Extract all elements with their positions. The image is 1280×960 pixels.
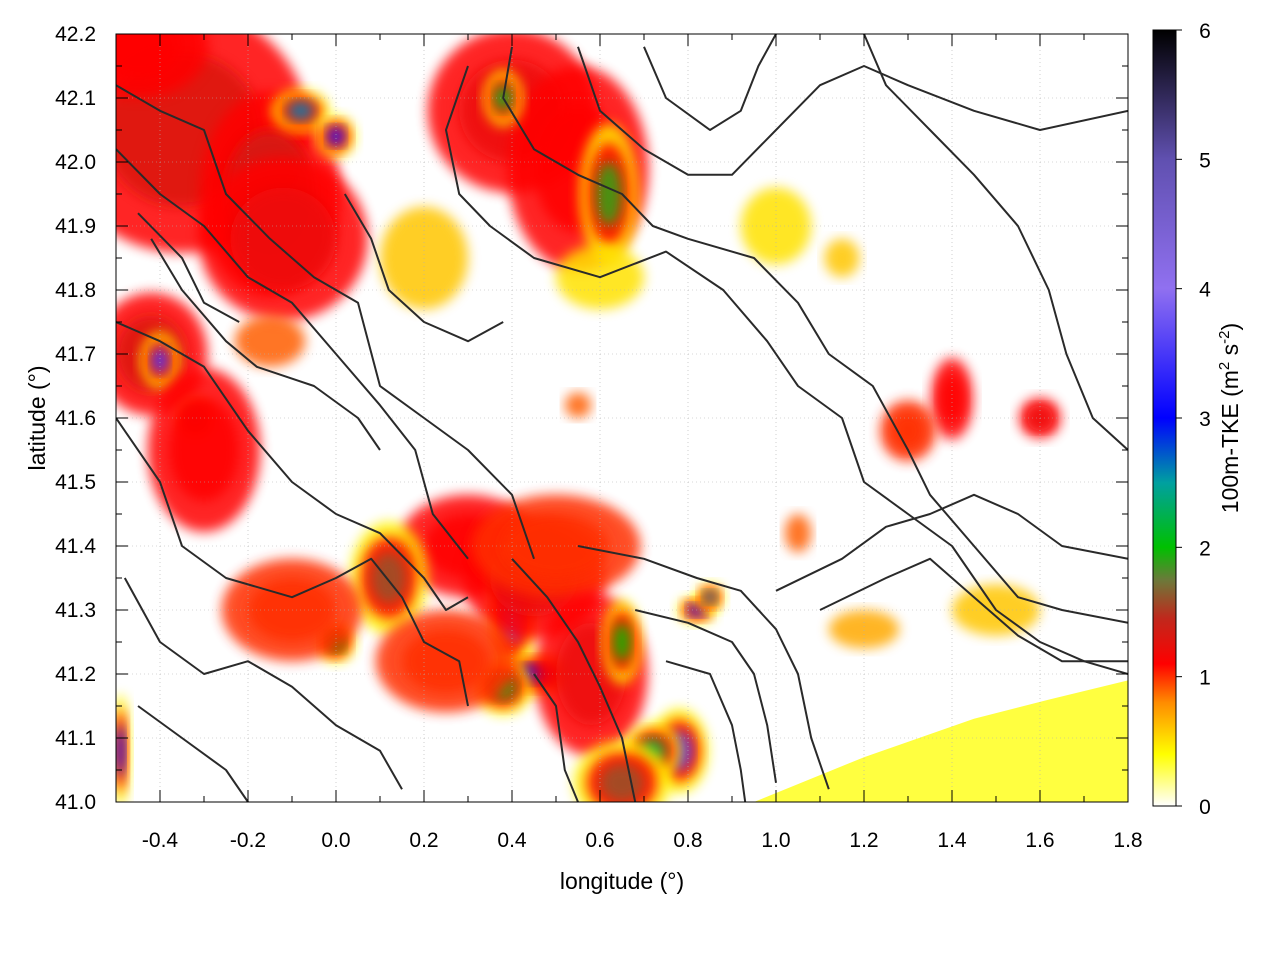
contour-line: [511, 558, 637, 802]
tke-hotspot: [116, 725, 125, 777]
x-tick-label: -0.4: [142, 829, 179, 852]
contour-line: [577, 545, 830, 790]
colorbar-ticks: 0 1 2 3 4 5 6: [1176, 20, 1211, 819]
colorbar-tick-label: 4: [1199, 279, 1211, 302]
y-tick-label: 41.9: [55, 215, 96, 238]
tke-hotspot: [327, 126, 345, 146]
y-tick-label: 41.3: [55, 599, 96, 622]
y-tick-label: 42.1: [55, 87, 96, 110]
tke-hotspot: [230, 187, 336, 290]
contour-line: [116, 84, 535, 560]
contour-line: [863, 34, 1128, 451]
x-tick-label: 0.8: [673, 829, 702, 852]
tke-hotspot: [234, 315, 306, 367]
x-tick-label: 1.4: [937, 829, 967, 852]
x-tick-label: 1.6: [1025, 829, 1054, 852]
colorbar-title-sup2: -2: [1216, 330, 1233, 343]
x-tick-label: 1.8: [1113, 829, 1142, 852]
contour-line: [150, 238, 381, 451]
colorbar-tick-label: 3: [1199, 408, 1211, 431]
tke-hotspot: [287, 101, 314, 121]
y-tick-label: 42.0: [55, 151, 96, 174]
contour-line: [775, 493, 1128, 592]
colorbar-tick-label: 5: [1199, 149, 1211, 172]
contour-line: [634, 609, 777, 783]
tke-hotspot: [828, 610, 900, 649]
y-tick-label: 41.5: [55, 471, 96, 494]
axis-ticks: [115, 33, 1129, 803]
x-tick-label: 0.0: [321, 829, 350, 852]
tke-hotspot: [613, 622, 631, 662]
terrain-contours: [116, 34, 1128, 802]
colorbar-tick-label: 0: [1199, 796, 1211, 819]
contour-line: [137, 705, 249, 802]
y-tick-label: 41.8: [55, 279, 96, 302]
x-tick-label: 1.2: [849, 829, 878, 852]
y-axis-tick-labels: 41.0 41.1 41.2 41.3 41.4 41.5 41.6 41.7 41.8 41.9…: [55, 23, 96, 814]
tke-hotspot: [595, 162, 622, 226]
contour-line: [502, 46, 1128, 624]
tke-hotspot: [151, 347, 169, 374]
tke-hotspot: [402, 629, 490, 694]
contour-line: [577, 46, 1128, 176]
y-tick-label: 41.7: [55, 343, 96, 366]
tke-hotspot: [784, 514, 812, 553]
contour-line: [116, 148, 469, 560]
y-axis-title: latitude (°): [24, 365, 50, 470]
tke-field: [116, 34, 1128, 802]
tke-hotspot: [116, 34, 182, 79]
contour-line: [533, 673, 579, 802]
contour-line: [665, 660, 747, 802]
y-tick-label: 42.2: [55, 23, 96, 46]
contour-line: [116, 417, 469, 707]
coastal-band: [754, 680, 1128, 802]
colorbar-title-sup1: 2: [1216, 362, 1233, 370]
colorbar-tick-label: 2: [1199, 537, 1211, 560]
x-tick-label: 1.0: [761, 829, 790, 852]
tke-hotspot: [564, 392, 592, 419]
contour-line: [819, 557, 1128, 663]
colorbar: [1152, 29, 1177, 807]
colorbar-title: 100m-TKE (m2 s-2): [1216, 323, 1243, 513]
contour-line: [137, 212, 240, 323]
tke-hotspot: [824, 238, 860, 278]
tke-hotspot: [703, 590, 717, 604]
x-tick-label: 0.4: [497, 829, 527, 852]
contour-line: [643, 34, 777, 131]
tke-hotspot: [168, 398, 240, 502]
y-tick-label: 41.6: [55, 407, 96, 430]
contour-line: [343, 193, 504, 343]
tke-hotspot: [600, 763, 644, 802]
colorbar-title-mid: s: [1217, 344, 1243, 362]
x-axis-title: longitude (°): [560, 868, 684, 894]
colorbar-title-main: 100m-TKE (m: [1217, 370, 1243, 513]
x-axis-tick-labels: -0.4 -0.2 0.0 0.2 0.4 0.6 0.8 1.0 1.2 1.4 1.6 1.8: [142, 829, 1143, 852]
colorbar-tick-label: 6: [1199, 20, 1211, 43]
contour-line: [445, 65, 1128, 675]
grid-lines: [116, 34, 1128, 802]
y-tick-label: 41.4: [55, 535, 96, 558]
tke-hotspot: [890, 411, 926, 450]
y-tick-label: 41.2: [55, 663, 96, 686]
x-tick-label: 0.6: [585, 829, 614, 852]
contour-line: [116, 321, 469, 611]
contour-line: [123, 577, 403, 790]
colorbar-title-end: ): [1217, 323, 1243, 331]
x-tick-label: -0.2: [230, 829, 266, 852]
colorbar-tick-label: 1: [1199, 667, 1211, 690]
x-tick-label: 0.2: [409, 829, 438, 852]
y-tick-label: 41.0: [55, 791, 96, 814]
y-tick-label: 41.1: [55, 727, 96, 750]
